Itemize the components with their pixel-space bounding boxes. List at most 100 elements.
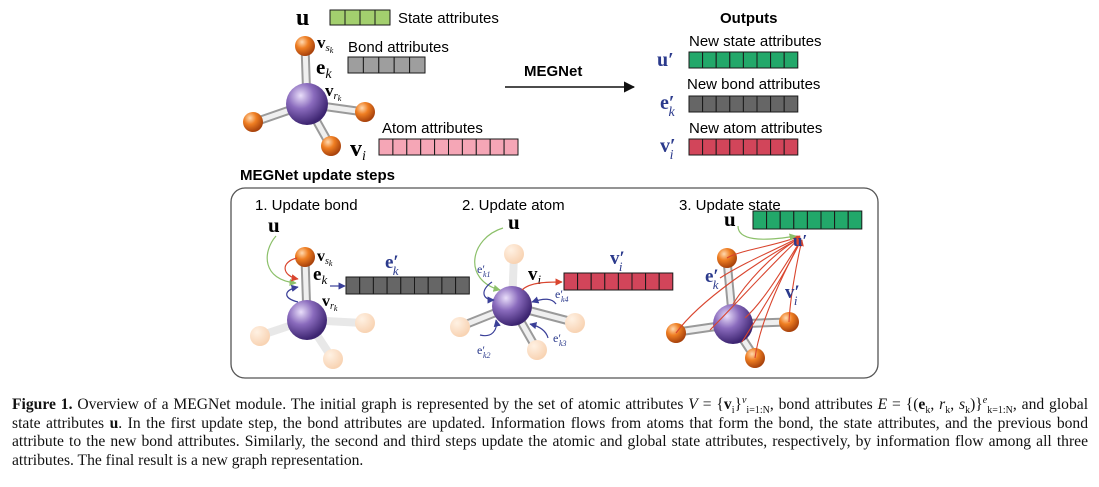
bar-cell bbox=[386, 276, 402, 295]
new-state-attributes-bar bbox=[688, 51, 799, 69]
atom-right bbox=[355, 102, 375, 122]
bar-cell bbox=[752, 210, 768, 230]
bar-cell bbox=[359, 9, 376, 26]
step-3-molecule bbox=[666, 248, 799, 368]
bar-cell bbox=[406, 138, 422, 156]
step2-blue-arrow-3 bbox=[529, 322, 549, 339]
u-symbol: u bbox=[296, 5, 309, 31]
bar-cell bbox=[834, 210, 849, 230]
bar-cell bbox=[374, 9, 391, 26]
bar-cell bbox=[715, 138, 731, 156]
bar-cell bbox=[806, 210, 822, 230]
bar-cell bbox=[345, 276, 361, 295]
step1-e-k-symbol: ek bbox=[313, 264, 327, 287]
step-1-label: 1. Update bond bbox=[255, 197, 358, 214]
bar-cell bbox=[631, 272, 647, 291]
state-attributes-label: State attributes bbox=[398, 10, 499, 27]
bar-cell bbox=[617, 272, 633, 291]
e-prime-symbol: e′k bbox=[660, 92, 676, 120]
bar-cell bbox=[645, 272, 660, 291]
bar-cell bbox=[783, 51, 799, 69]
new-atom-label: New atom attributes bbox=[689, 120, 822, 137]
steps-panel bbox=[230, 187, 879, 379]
step3-u-symbol: u bbox=[724, 207, 736, 231]
step3-e-prime-symbol: e′k bbox=[705, 266, 719, 292]
bar-cell bbox=[448, 138, 463, 156]
step2-v-i-symbol: vi bbox=[528, 264, 542, 287]
step2-new-atom-bar bbox=[563, 272, 674, 291]
bar-cell bbox=[590, 272, 606, 291]
bar-cell bbox=[756, 138, 772, 156]
bar-cell bbox=[688, 95, 704, 113]
bar-cell bbox=[783, 138, 799, 156]
figure-caption: Figure 1. Overview of a MEGNet module. T… bbox=[12, 394, 1089, 469]
step1-new-bond-bar bbox=[345, 276, 470, 295]
megnet-label: MEGNet bbox=[524, 63, 582, 80]
step1-red-arrow bbox=[284, 257, 299, 282]
bar-cell bbox=[362, 56, 380, 74]
step-1-molecule bbox=[250, 247, 375, 369]
step2-u-symbol: u bbox=[508, 210, 520, 234]
bar-cell bbox=[378, 56, 395, 74]
bar-cell bbox=[489, 138, 505, 156]
atom-sk bbox=[295, 36, 315, 56]
bar-cell bbox=[742, 51, 758, 69]
outputs-title: Outputs bbox=[720, 10, 778, 27]
step2-blue-arrow-1 bbox=[483, 281, 495, 304]
step1-green-arrow bbox=[266, 235, 297, 287]
bar-cell bbox=[393, 56, 411, 74]
new-state-label: New state attributes bbox=[689, 33, 822, 50]
bar-cell bbox=[372, 276, 388, 295]
steps-title: MEGNet update steps bbox=[240, 167, 395, 184]
bar-cell bbox=[392, 138, 408, 156]
bar-cell bbox=[770, 95, 785, 113]
bar-cell bbox=[729, 51, 744, 69]
megnet-figure: u vsk ek vrk vi State attributes Bond at… bbox=[230, 5, 879, 379]
atom-attributes-label: Atom attributes bbox=[382, 120, 483, 137]
step2-red-arrow bbox=[521, 278, 563, 291]
input-molecule bbox=[243, 36, 375, 156]
bar-cell bbox=[427, 276, 443, 295]
step3-new-state-bar bbox=[752, 210, 863, 230]
step2-ek1-label: e′k1 bbox=[477, 262, 491, 279]
bar-cell bbox=[820, 210, 836, 230]
step1-v-sk-symbol: vsk bbox=[317, 248, 333, 268]
bar-cell bbox=[742, 138, 758, 156]
bar-cell bbox=[688, 138, 704, 156]
e-k-symbol: ek bbox=[316, 55, 332, 82]
bar-cell bbox=[347, 56, 364, 74]
step2-blue-arrow-2 bbox=[479, 319, 501, 337]
bond-attributes-label: Bond attributes bbox=[348, 39, 449, 56]
step2-blue-arrow-4 bbox=[531, 296, 557, 305]
bar-cell bbox=[329, 9, 346, 26]
step2-ek3-label: e′k3 bbox=[553, 331, 567, 348]
bar-cell bbox=[359, 276, 374, 295]
step1-v-rk-symbol: vrk bbox=[322, 293, 338, 313]
bar-cell bbox=[434, 138, 450, 156]
bar-cell bbox=[702, 138, 717, 156]
step1-e-prime-symbol: e′k bbox=[385, 252, 399, 278]
bar-cell bbox=[461, 138, 477, 156]
bar-cell bbox=[414, 276, 429, 295]
bar-cell bbox=[729, 95, 744, 113]
bar-cell bbox=[847, 210, 863, 230]
step-2-label: 2. Update atom bbox=[462, 197, 565, 214]
v-sk-symbol: vsk bbox=[317, 33, 334, 55]
bar-cell bbox=[475, 138, 491, 156]
step3-v-prime-symbol: v′i bbox=[785, 282, 800, 308]
bar-cell bbox=[715, 95, 731, 113]
new-atom-attributes-bar bbox=[688, 138, 799, 156]
step3-green-arrow bbox=[737, 225, 797, 241]
bar-cell bbox=[378, 138, 394, 156]
u-prime-symbol: u′ bbox=[657, 49, 674, 71]
step1-u-symbol: u bbox=[268, 213, 280, 237]
bar-cell bbox=[420, 138, 436, 156]
bar-cell bbox=[742, 95, 758, 113]
bar-cell bbox=[503, 138, 519, 156]
v-rk-symbol: vrk bbox=[325, 81, 342, 103]
bar-cell bbox=[400, 276, 415, 295]
step1-blue-arrow bbox=[286, 284, 299, 303]
bar-cell bbox=[563, 272, 579, 291]
bar-cell bbox=[766, 210, 781, 230]
step2-ek2-label: e′k2 bbox=[477, 343, 491, 360]
